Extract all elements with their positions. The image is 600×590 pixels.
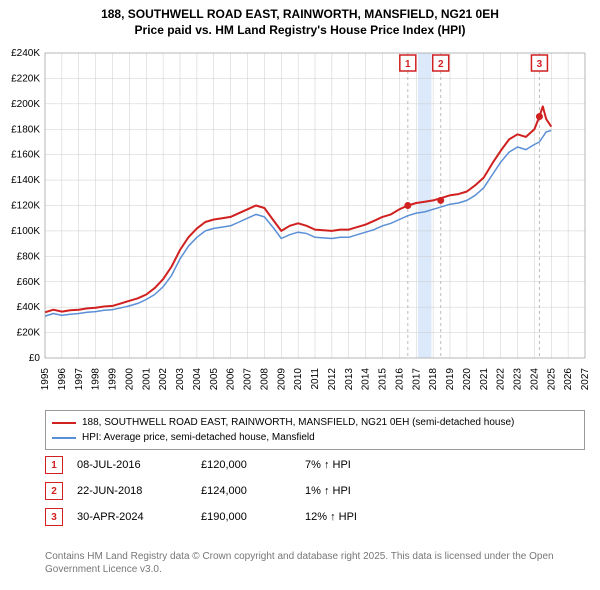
svg-text:£40K: £40K	[17, 302, 41, 313]
svg-text:2020: 2020	[462, 368, 473, 391]
svg-text:£0: £0	[29, 353, 41, 364]
svg-text:1995: 1995	[40, 368, 51, 391]
marker-table: 1 08-JUL-2016 £120,000 7% ↑ HPI 2 22-JUN-2018…	[45, 452, 585, 530]
svg-text:1996: 1996	[57, 368, 68, 391]
svg-text:2018: 2018	[428, 368, 439, 391]
svg-text:2027: 2027	[580, 368, 591, 391]
chart-title-line1: 188, SOUTHWELL ROAD EAST, RAINWORTH, MAN…	[10, 6, 590, 22]
svg-text:£240K: £240K	[11, 48, 40, 59]
svg-text:£140K: £140K	[11, 175, 40, 186]
legend-label: 188, SOUTHWELL ROAD EAST, RAINWORTH, MAN…	[82, 415, 514, 430]
svg-text:£220K: £220K	[11, 73, 40, 84]
chart-plot-area: £0£20K£40K£60K£80K£100K£120K£140K£160K£1…	[45, 48, 585, 393]
svg-text:2005: 2005	[209, 368, 220, 391]
svg-text:2001: 2001	[141, 368, 152, 391]
marker-pct: 12% ↑ HPI	[305, 511, 395, 523]
chart-title-block: 188, SOUTHWELL ROAD EAST, RAINWORTH, MAN…	[0, 0, 600, 40]
svg-text:£200K: £200K	[11, 99, 40, 110]
svg-text:2000: 2000	[124, 368, 135, 391]
svg-text:2: 2	[438, 59, 444, 70]
svg-text:2013: 2013	[344, 368, 355, 391]
legend-swatch	[52, 437, 76, 439]
svg-text:2003: 2003	[175, 368, 186, 391]
footer-text: Contains HM Land Registry data © Crown c…	[45, 551, 554, 575]
chart-title-line2: Price paid vs. HM Land Registry's House …	[10, 22, 590, 38]
svg-text:2015: 2015	[378, 368, 389, 391]
chart-container: 188, SOUTHWELL ROAD EAST, RAINWORTH, MAN…	[0, 0, 600, 590]
svg-text:2023: 2023	[513, 368, 524, 391]
marker-pct: 7% ↑ HPI	[305, 459, 395, 471]
svg-text:2002: 2002	[158, 368, 169, 391]
svg-text:2022: 2022	[496, 368, 507, 391]
svg-text:£60K: £60K	[17, 277, 41, 288]
svg-text:2008: 2008	[259, 368, 270, 391]
svg-text:2011: 2011	[310, 368, 321, 390]
svg-text:3: 3	[537, 59, 543, 70]
svg-text:2025: 2025	[546, 368, 557, 391]
svg-text:2021: 2021	[479, 368, 490, 391]
svg-text:2006: 2006	[226, 368, 237, 391]
marker-badge: 1	[45, 456, 63, 474]
svg-text:£100K: £100K	[11, 226, 40, 237]
svg-text:2024: 2024	[529, 368, 540, 391]
legend-row: HPI: Average price, semi-detached house,…	[52, 430, 578, 445]
svg-text:£120K: £120K	[11, 201, 40, 212]
legend-box: 188, SOUTHWELL ROAD EAST, RAINWORTH, MAN…	[45, 410, 585, 450]
svg-text:1997: 1997	[74, 368, 85, 391]
svg-text:£180K: £180K	[11, 124, 40, 135]
svg-text:2010: 2010	[293, 368, 304, 391]
legend-row: 188, SOUTHWELL ROAD EAST, RAINWORTH, MAN…	[52, 415, 578, 430]
svg-text:2016: 2016	[394, 368, 405, 391]
svg-text:£80K: £80K	[17, 251, 41, 262]
marker-pct: 1% ↑ HPI	[305, 485, 395, 497]
marker-date: 30-APR-2024	[77, 511, 187, 523]
marker-price: £190,000	[201, 511, 291, 523]
svg-text:2017: 2017	[411, 368, 422, 391]
svg-text:2007: 2007	[243, 368, 254, 391]
chart-svg: £0£20K£40K£60K£80K£100K£120K£140K£160K£1…	[45, 48, 585, 393]
svg-text:2019: 2019	[445, 368, 456, 391]
svg-text:2009: 2009	[276, 368, 287, 391]
svg-text:1999: 1999	[108, 368, 119, 391]
marker-badge: 2	[45, 482, 63, 500]
marker-row: 3 30-APR-2024 £190,000 12% ↑ HPI	[45, 504, 585, 530]
svg-text:2014: 2014	[361, 368, 372, 391]
marker-row: 2 22-JUN-2018 £124,000 1% ↑ HPI	[45, 478, 585, 504]
footer-attribution: Contains HM Land Registry data © Crown c…	[45, 550, 585, 576]
svg-text:2012: 2012	[327, 368, 338, 391]
svg-text:1: 1	[405, 59, 411, 70]
svg-text:2004: 2004	[192, 368, 203, 391]
svg-text:£160K: £160K	[11, 150, 40, 161]
marker-badge: 3	[45, 508, 63, 526]
svg-text:2026: 2026	[563, 368, 574, 391]
svg-text:£20K: £20K	[17, 328, 41, 339]
marker-row: 1 08-JUL-2016 £120,000 7% ↑ HPI	[45, 452, 585, 478]
svg-text:1998: 1998	[91, 368, 102, 391]
marker-date: 22-JUN-2018	[77, 485, 187, 497]
marker-price: £120,000	[201, 459, 291, 471]
marker-price: £124,000	[201, 485, 291, 497]
legend-swatch	[52, 422, 76, 424]
marker-date: 08-JUL-2016	[77, 459, 187, 471]
legend-label: HPI: Average price, semi-detached house,…	[82, 430, 315, 445]
